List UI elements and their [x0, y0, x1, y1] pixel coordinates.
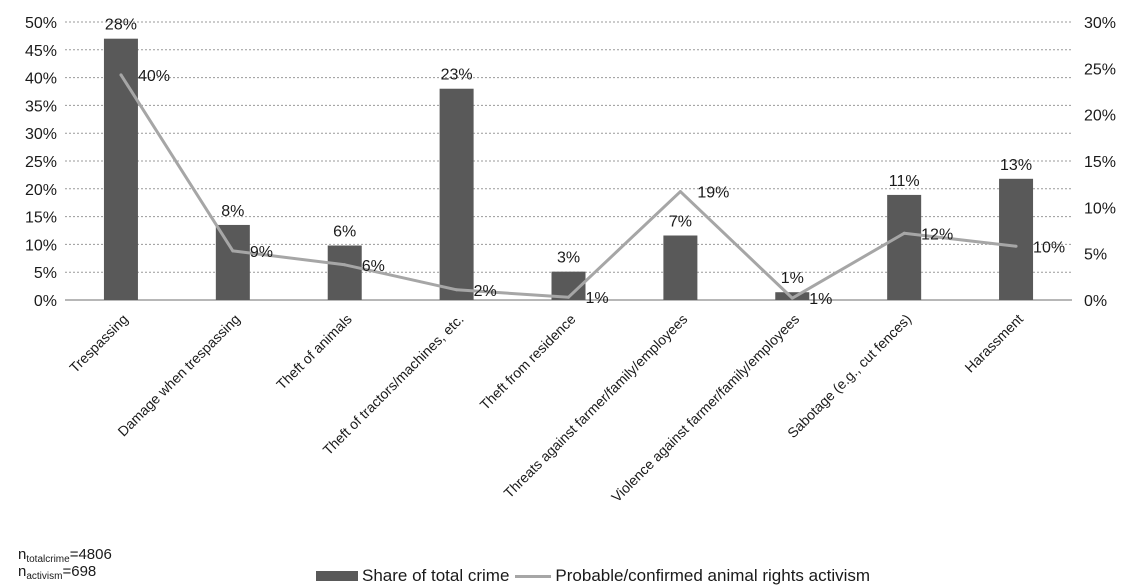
category-label: Sabotage (e.g., cut fences) [784, 311, 914, 441]
left-tick-label: 20% [25, 182, 57, 199]
bar-data-label: 13% [1000, 157, 1032, 174]
legend-item-bar: Share of total crime [316, 566, 509, 586]
n-total-value: =4806 [69, 546, 112, 563]
right-tick-label: 20% [1084, 108, 1116, 125]
line-point [902, 231, 906, 235]
bar-data-label: 7% [669, 214, 692, 231]
n-act-value: =698 [62, 563, 97, 580]
line-point [119, 73, 123, 77]
left-tick-label: 10% [25, 237, 57, 254]
line-data-label: 9% [250, 244, 273, 261]
line-point [1014, 244, 1018, 248]
category-label: Theft from residence [477, 311, 579, 413]
right-tick-label: 0% [1084, 293, 1107, 310]
legend-bar-label: Share of total crime [362, 566, 510, 585]
line-point [231, 249, 235, 253]
left-tick-label: 15% [25, 210, 57, 227]
line-data-label: 1% [809, 291, 832, 308]
bar-data-label: 28% [105, 17, 137, 34]
legend: Share of total crime Probable/confirmed … [316, 566, 876, 586]
legend-item-line: Probable/confirmed animal rights activis… [515, 566, 870, 586]
bar [887, 194, 922, 300]
line-data-label: 1% [586, 290, 609, 307]
bar-series [103, 38, 1034, 301]
category-label: Threats against farmer/family/employees [500, 311, 690, 501]
line-point [343, 263, 347, 267]
bar-data-label: 11% [889, 173, 920, 190]
line-data-labels: 40% 9% 6% 2% 1% 19% 1% 12% 10% [138, 68, 1065, 308]
legend-line-label: Probable/confirmed animal rights activis… [555, 566, 871, 585]
legend-line-swatch [515, 574, 552, 578]
line-point [790, 296, 794, 300]
category-label: Trespassing [66, 311, 131, 376]
bar [215, 224, 250, 300]
line-data-label: 10% [1033, 239, 1065, 256]
bar-data-label: 1% [781, 270, 804, 287]
bar [103, 38, 138, 301]
left-axis: 0% 5% 10% 15% 20% 25% 30% 35% 40% 45% 50% [25, 15, 57, 310]
n-total-sub: totalcrime [26, 554, 70, 565]
left-tick-label: 5% [34, 265, 57, 282]
line-point [455, 288, 459, 292]
bar-data-label: 3% [557, 250, 580, 267]
line-data-label: 19% [697, 185, 729, 202]
bar-data-label: 8% [221, 203, 244, 220]
n-activism-note: nactivism=698 [18, 564, 96, 585]
category-label: Theft of animals [273, 311, 355, 393]
n-total-crime-note: ntotalcrime=4806 [18, 547, 112, 568]
right-tick-label: 15% [1084, 154, 1116, 171]
category-label: Violence against farmer/family/employees [608, 311, 802, 505]
bar-data-labels: 28% 8% 6% 23% 3% 7% 1% 11% 13% [105, 17, 1032, 288]
line-data-label: 12% [921, 226, 953, 243]
bar [663, 235, 698, 300]
left-tick-label: 40% [25, 71, 57, 88]
left-tick-label: 35% [25, 98, 57, 115]
right-tick-label: 25% [1084, 61, 1116, 78]
line-series [119, 73, 1018, 300]
left-tick-label: 30% [25, 126, 57, 143]
left-tick-label: 50% [25, 15, 57, 32]
line-point [678, 190, 682, 194]
right-tick-label: 30% [1084, 15, 1116, 32]
bar-data-label: 6% [333, 224, 356, 241]
left-tick-label: 45% [25, 43, 57, 60]
right-tick-label: 10% [1084, 200, 1116, 217]
category-label: Harassment [961, 311, 1026, 376]
line-data-label: 6% [362, 258, 385, 275]
n-total-prefix: n [18, 546, 27, 563]
line-data-label: 40% [138, 68, 170, 85]
right-axis: 0% 5% 10% 15% 20% 25% 30% [1084, 15, 1116, 310]
category-label: Damage when trespassing [114, 311, 243, 440]
right-tick-label: 5% [1084, 247, 1107, 264]
bar [327, 245, 362, 300]
left-tick-label: 0% [34, 293, 57, 310]
line-point [567, 295, 570, 299]
bar [439, 88, 474, 300]
bar [999, 178, 1034, 300]
left-tick-label: 25% [25, 154, 57, 171]
line-data-label: 2% [474, 283, 497, 300]
n-act-prefix: n [18, 563, 27, 580]
legend-bar-swatch [316, 571, 358, 581]
bar-data-label: 23% [441, 67, 473, 84]
n-act-sub: activism [26, 571, 63, 582]
